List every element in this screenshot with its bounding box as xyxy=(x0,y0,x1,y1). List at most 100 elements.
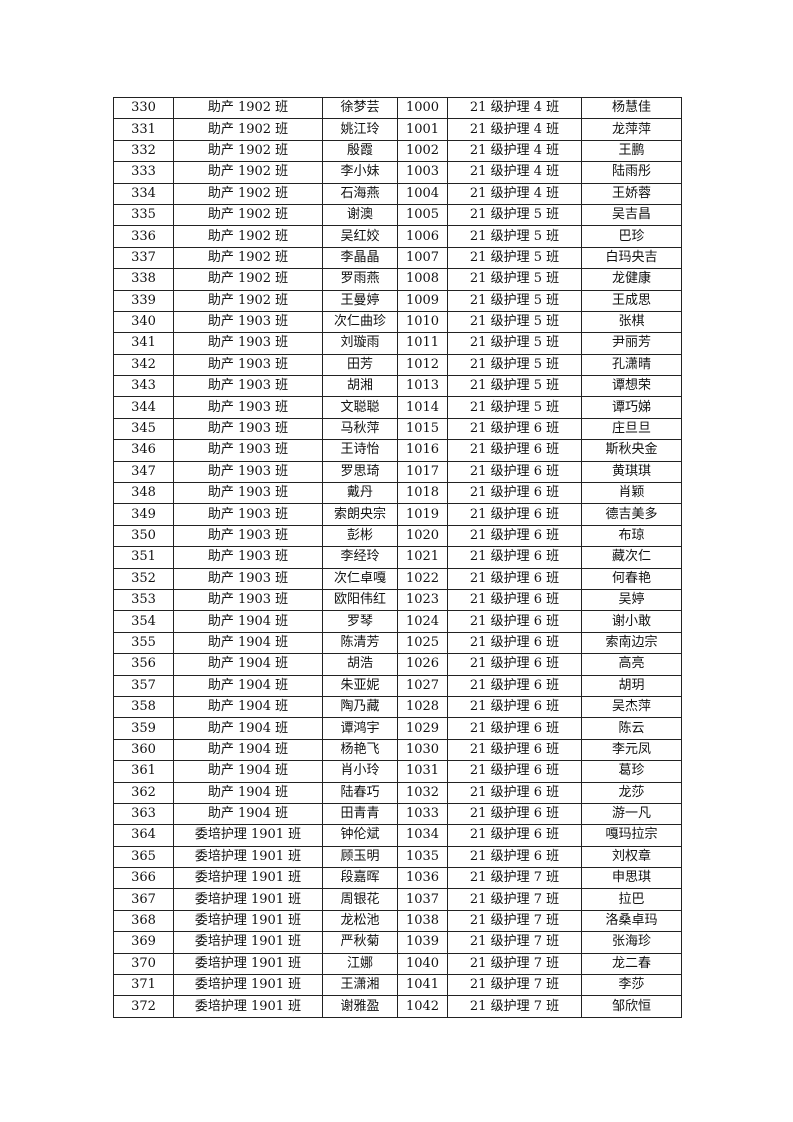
student-name-left: 彭彬 xyxy=(322,524,398,548)
table-row: 368 委培护理 1901 班龙松池 1038 21 级护理 7 班洛桑卓玛 xyxy=(113,909,682,933)
row-number-left: 357 xyxy=(113,674,174,697)
student-name-left: 刘璇雨 xyxy=(322,332,398,355)
row-number-left: 360 xyxy=(113,738,174,762)
row-number-left: 353 xyxy=(113,588,174,612)
row-number-right: 1023 xyxy=(397,588,448,612)
row-number-right: 1009 xyxy=(397,289,448,312)
row-number-left: 366 xyxy=(113,867,174,890)
row-number-right: 1010 xyxy=(397,310,448,334)
row-number-left: 333 xyxy=(113,161,174,184)
student-name-right: 拉巴 xyxy=(581,888,682,911)
class-right: 21 级护理 6 班 xyxy=(447,524,582,548)
row-number-left: 334 xyxy=(113,182,174,205)
student-name-right: 藏次仁 xyxy=(581,546,682,569)
class-right: 21 级护理 5 班 xyxy=(447,225,582,248)
student-name-right: 陈云 xyxy=(581,717,682,740)
class-right: 21 级护理 6 班 xyxy=(447,824,582,847)
student-name-right: 龙萍萍 xyxy=(581,118,682,141)
student-name-right: 索南边宗 xyxy=(581,631,682,655)
row-number-right: 1031 xyxy=(397,760,448,783)
student-name-left: 王潇湘 xyxy=(322,974,398,997)
class-right: 21 级护理 6 班 xyxy=(447,695,582,719)
table-row: 348 助产 1903 班戴丹 1018 21 级护理 6 班肖颖 xyxy=(113,482,682,505)
class-left: 委培护理 1901 班 xyxy=(173,974,323,997)
class-left: 助产 1902 班 xyxy=(173,225,323,248)
table-row: 333 助产 1902 班李小妹 1003 21 级护理 4 班陆雨彤 xyxy=(113,161,682,184)
row-number-left: 347 xyxy=(113,460,174,484)
row-number-right: 1013 xyxy=(397,375,448,398)
student-name-left: 戴丹 xyxy=(322,482,398,505)
student-name-right: 张海珍 xyxy=(581,931,682,954)
table-row: 349 助产 1903 班索朗央宗 1019 21 级护理 6 班德吉美多 xyxy=(113,503,682,526)
student-name-right: 吴吉昌 xyxy=(581,203,682,227)
row-number-left: 338 xyxy=(113,268,174,291)
row-number-left: 350 xyxy=(113,524,174,548)
table-row: 350 助产 1903 班彭彬 1020 21 级护理 6 班布琼 xyxy=(113,524,682,548)
table-row: 361 助产 1904 班肖小玲 1031 21 级护理 6 班葛珍 xyxy=(113,760,682,783)
class-right: 21 级护理 5 班 xyxy=(447,375,582,398)
student-name-left: 次仁曲珍 xyxy=(322,310,398,334)
class-right: 21 级护理 6 班 xyxy=(447,482,582,505)
student-name-right: 孔潇晴 xyxy=(581,353,682,377)
class-right: 21 级护理 5 班 xyxy=(447,353,582,377)
class-right: 21 级护理 6 班 xyxy=(447,546,582,569)
student-name-right: 吴杰萍 xyxy=(581,695,682,719)
class-right: 21 级护理 4 班 xyxy=(447,139,582,163)
row-number-left: 342 xyxy=(113,353,174,377)
row-number-left: 345 xyxy=(113,417,174,441)
row-number-left: 349 xyxy=(113,503,174,526)
student-name-left: 欧阳伟红 xyxy=(322,588,398,612)
student-name-left: 石海燕 xyxy=(322,182,398,205)
row-number-left: 351 xyxy=(113,546,174,569)
class-left: 助产 1902 班 xyxy=(173,182,323,205)
row-number-left: 370 xyxy=(113,952,174,976)
row-number-left: 335 xyxy=(113,203,174,227)
student-name-left: 杨艳飞 xyxy=(322,738,398,762)
row-number-right: 1008 xyxy=(397,268,448,291)
class-right: 21 级护理 5 班 xyxy=(447,332,582,355)
student-name-right: 龙健康 xyxy=(581,268,682,291)
student-name-left: 吴红姣 xyxy=(322,225,398,248)
student-name-left: 周银花 xyxy=(322,888,398,911)
class-left: 委培护理 1901 班 xyxy=(173,845,323,869)
student-name-right: 布琼 xyxy=(581,524,682,548)
student-name-left: 次仁卓嘎 xyxy=(322,567,398,590)
class-left: 助产 1903 班 xyxy=(173,460,323,484)
student-name-right: 李莎 xyxy=(581,974,682,997)
row-number-left: 355 xyxy=(113,631,174,655)
student-name-left: 陈清芳 xyxy=(322,631,398,655)
class-right: 21 级护理 5 班 xyxy=(447,268,582,291)
student-name-right: 龙二春 xyxy=(581,952,682,976)
student-name-right: 谭巧娣 xyxy=(581,396,682,419)
table-row: 365 委培护理 1901 班顾玉明 1035 21 级护理 6 班刘权章 xyxy=(113,845,682,869)
row-number-right: 1039 xyxy=(397,931,448,954)
class-right: 21 级护理 7 班 xyxy=(447,931,582,954)
row-number-right: 1019 xyxy=(397,503,448,526)
class-left: 助产 1904 班 xyxy=(173,717,323,740)
row-number-right: 1028 xyxy=(397,695,448,719)
class-left: 委培护理 1901 班 xyxy=(173,888,323,911)
student-name-left: 谭鸿宇 xyxy=(322,717,398,740)
student-name-right: 斯秋央金 xyxy=(581,439,682,462)
table-row: 367 委培护理 1901 班周银花 1037 21 级护理 7 班拉巴 xyxy=(113,888,682,911)
row-number-right: 1022 xyxy=(397,567,448,590)
student-name-left: 谢澳 xyxy=(322,203,398,227)
table-row: 346 助产 1903 班王诗怡 1016 21 级护理 6 班斯秋央金 xyxy=(113,439,682,462)
class-left: 助产 1902 班 xyxy=(173,268,323,291)
table-row: 343 助产 1903 班胡湘 1013 21 级护理 5 班谭想荣 xyxy=(113,375,682,398)
student-name-left: 肖小玲 xyxy=(322,760,398,783)
student-name-left: 姚江玲 xyxy=(322,118,398,141)
class-left: 助产 1903 班 xyxy=(173,546,323,569)
row-number-right: 1036 xyxy=(397,867,448,890)
row-number-left: 348 xyxy=(113,482,174,505)
row-number-left: 352 xyxy=(113,567,174,590)
student-name-right: 杨慧佳 xyxy=(581,96,682,120)
row-number-left: 359 xyxy=(113,717,174,740)
row-number-left: 354 xyxy=(113,610,174,633)
student-name-right: 邹欣恒 xyxy=(581,995,682,1018)
table-row: 360 助产 1904 班杨艳飞 1030 21 级护理 6 班李元凤 xyxy=(113,738,682,762)
table-row: 372 委培护理 1901 班谢雅盈 1042 21 级护理 7 班邹欣恒 xyxy=(113,995,682,1018)
student-name-right: 葛珍 xyxy=(581,760,682,783)
row-number-right: 1021 xyxy=(397,546,448,569)
table-row: 357 助产 1904 班朱亚妮 1027 21 级护理 6 班胡玥 xyxy=(113,674,682,697)
